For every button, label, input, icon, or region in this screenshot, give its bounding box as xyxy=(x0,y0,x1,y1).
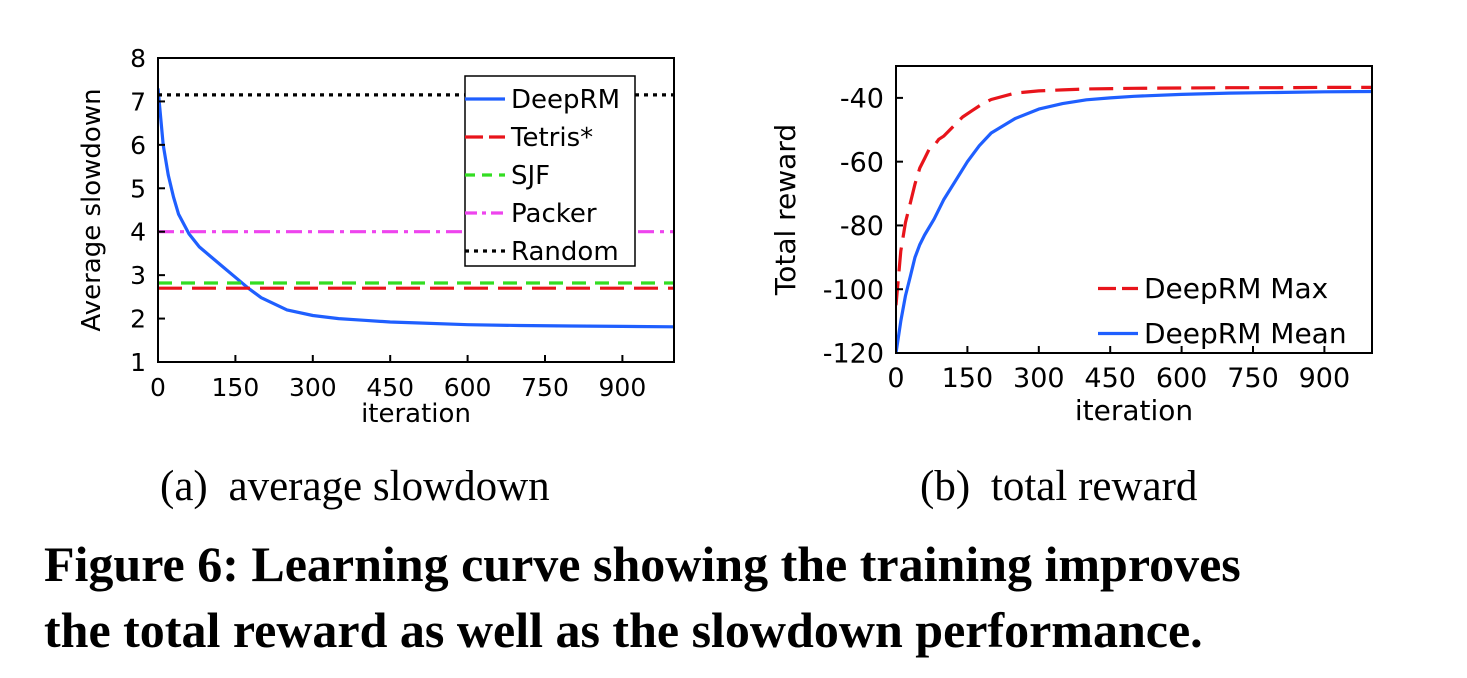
chart-1-x-axis-label: iteration xyxy=(361,399,471,429)
chart-2-y-tick-label: -40 xyxy=(840,84,884,115)
subcaption-b-text: total reward xyxy=(990,463,1198,510)
chart-1-x-tick-label: 150 xyxy=(212,373,260,402)
chart-2-x-tick-label: 300 xyxy=(1013,363,1065,394)
chart-total-reward: 0 150 300 450 600 750 900 -40 -60 -80 -100 -120 iter… xyxy=(769,65,1373,427)
chart-1-legend-label: Tetris* xyxy=(510,123,593,153)
subcaption-a-label: (a) xyxy=(160,463,208,510)
chart-2-y-axis-label: Total reward xyxy=(769,124,802,296)
chart-2-plot-frame xyxy=(895,65,1373,354)
chart-1-legend-label: Random xyxy=(511,237,619,267)
chart-2-y-tick-label: -120 xyxy=(823,339,884,370)
chart-1-y-tick-label: 6 xyxy=(130,131,146,160)
chart-2-legend: DeepRM Max DeepRM Mean xyxy=(1098,272,1347,350)
chart-2-legend-label: DeepRM Max xyxy=(1144,272,1328,305)
chart-1-y-tick-label: 1 xyxy=(130,348,146,377)
chart-1-x-tick-label: 0 xyxy=(150,373,166,402)
chart-2-series-deeprm-max-line xyxy=(896,85,1372,306)
chart-average-slowdown: 0 150 300 450 600 750 900 1 2 3 4 5 6 7 8 iteration Aver… xyxy=(77,44,675,429)
subcaption-b-label: (b) xyxy=(920,463,971,510)
chart-1-legend-label: SJF xyxy=(511,161,550,191)
chart-1-legend: DeepRM Tetris* SJF Packer Random xyxy=(464,75,636,267)
subcaption-b: (b) total reward xyxy=(920,462,1197,511)
chart-2-x-tick-label: 450 xyxy=(1084,363,1136,394)
chart-1-plot-frame xyxy=(157,57,675,363)
chart-2-y-tick-label: -60 xyxy=(840,147,884,178)
figure-caption-line-2: the total reward as well as the slowdown… xyxy=(44,602,1203,658)
chart-1-y-axis-label: Average slowdown xyxy=(77,88,107,331)
subcaption-a-text: average slowdown xyxy=(228,463,550,510)
chart-1-legend-label: DeepRM xyxy=(511,85,620,115)
chart-2-x-tick-label: 0 xyxy=(887,363,904,394)
chart-1-y-tick-label: 8 xyxy=(130,44,146,73)
chart-2-x-tick-label: 150 xyxy=(942,363,994,394)
chart-2-x-axis-label: iteration xyxy=(1075,394,1193,427)
chart-2-x-tick-label: 750 xyxy=(1227,363,1279,394)
chart-1-series-deeprm-line xyxy=(158,88,674,329)
subcaption-a: (a) average slowdown xyxy=(160,462,550,511)
chart-1-y-tick-label: 5 xyxy=(130,174,146,203)
figure-charts: 0 150 300 450 600 750 900 1 2 3 4 5 6 7 8 iteration Aver… xyxy=(77,44,1373,429)
chart-1-x-tick-label: 600 xyxy=(444,373,492,402)
chart-2-y-tick-label: -80 xyxy=(840,211,884,242)
chart-1-x-tick-label: 900 xyxy=(599,373,647,402)
chart-1-legend-label: Packer xyxy=(511,199,597,229)
chart-1-y-tick-label: 4 xyxy=(130,218,146,247)
chart-2-x-tick-label: 900 xyxy=(1299,363,1351,394)
chart-1-y-tick-label: 2 xyxy=(130,305,146,334)
chart-1-y-tick-label: 3 xyxy=(130,261,146,290)
chart-1-x-tick-label: 300 xyxy=(289,373,337,402)
chart-1-legend-box xyxy=(464,75,636,267)
figure-caption-line-1: Figure 6: Learning curve showing the tra… xyxy=(44,536,1241,592)
chart-2-y-tick-label: -100 xyxy=(823,275,884,306)
chart-2-series-deeprm-mean-line xyxy=(896,89,1372,353)
chart-2-x-tick-label: 600 xyxy=(1156,363,1208,394)
chart-1-x-tick-label: 450 xyxy=(366,373,414,402)
chart-2-legend-label: DeepRM Mean xyxy=(1144,317,1347,350)
chart-1-y-tick-label: 7 xyxy=(130,87,146,116)
chart-1-x-tick-label: 750 xyxy=(521,373,569,402)
